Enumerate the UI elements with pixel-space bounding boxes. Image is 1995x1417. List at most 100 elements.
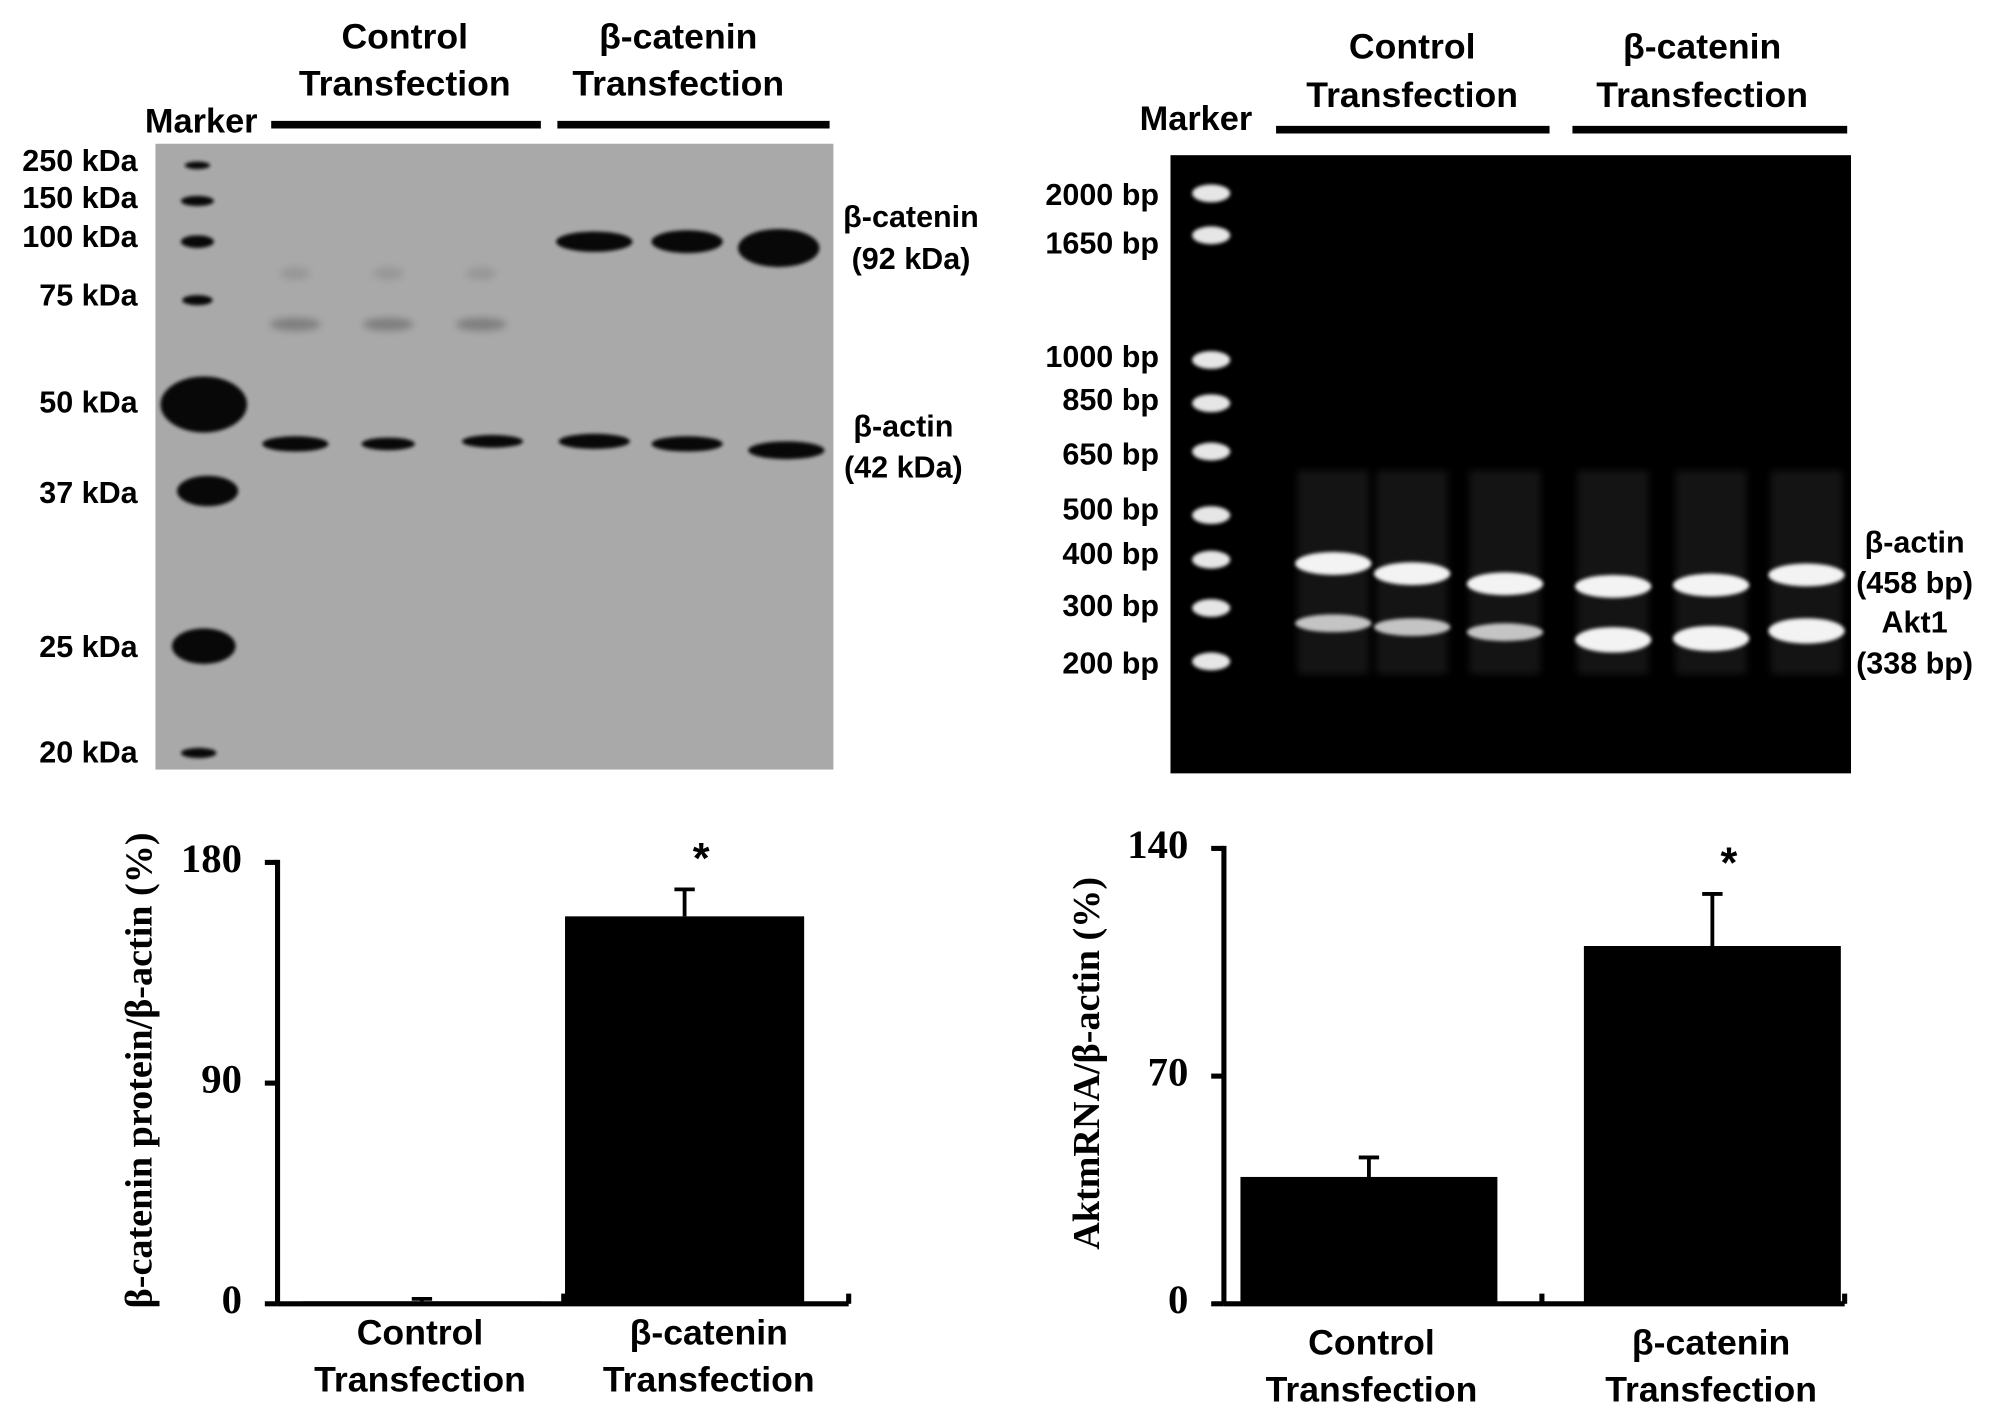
y-axis-label: β-catenin protein/β-actin (%) [118, 832, 160, 1308]
band [1374, 562, 1451, 586]
band [558, 433, 630, 450]
gel-image [1170, 155, 1852, 774]
band [262, 436, 329, 452]
y-tick-label: 0 [1168, 1277, 1188, 1322]
band [461, 435, 524, 448]
band [1466, 572, 1544, 596]
size-label: 1650 bp [1045, 227, 1159, 261]
band [1574, 574, 1652, 598]
band [180, 235, 214, 249]
bar [1240, 1176, 1498, 1304]
band [180, 195, 214, 207]
band [455, 317, 507, 331]
size-label: 75 kDa [39, 279, 138, 313]
band [1768, 618, 1845, 644]
x-tick-label: β-catenin Transfection [602, 1312, 815, 1400]
x-tick-label-box: Control Transfection [1265, 1322, 1478, 1410]
band [184, 161, 211, 170]
band [171, 628, 236, 664]
band [465, 267, 497, 280]
bar [1583, 945, 1841, 1304]
group-label: Control Transfection [1306, 26, 1519, 115]
band [651, 436, 723, 452]
band [177, 475, 239, 507]
band [269, 317, 321, 331]
y-axis-label: AktmRNA/β-actin (%) [1066, 877, 1108, 1250]
band [1768, 563, 1845, 587]
band [1192, 652, 1231, 671]
significance-mark: * [1720, 839, 1737, 887]
size-label: 850 bp [1062, 383, 1159, 417]
band-label: (458 bp) [1856, 566, 1973, 600]
band [1192, 599, 1231, 617]
x-tick-label-box: β-catenin Transfection [1605, 1322, 1817, 1410]
x-tick-label: Control Transfection [314, 1312, 526, 1400]
band [1192, 506, 1231, 525]
size-label: 1000 bp [1045, 340, 1159, 374]
size-label: 100 kDa [22, 220, 138, 254]
band-label: (92 kDa) [852, 242, 971, 276]
size-label: 250 kDa [22, 144, 138, 178]
band [1466, 623, 1544, 642]
band-label: (42 kDa) [844, 450, 963, 484]
marker-label: Marker [145, 102, 258, 140]
band [556, 231, 633, 252]
band-label: β-actin [853, 410, 953, 444]
band-label: (338 bp) [1856, 646, 1973, 680]
x-tick-label: Control Transfection [1265, 1322, 1478, 1410]
band [372, 267, 404, 280]
band [1374, 618, 1451, 636]
size-label: 25 kDa [39, 630, 138, 664]
band [748, 441, 825, 460]
group-label-box: Control Transfection [1306, 26, 1519, 115]
band [160, 376, 248, 433]
x-tick-label-box: β-catenin Transfection [602, 1312, 815, 1400]
error-bar [1702, 892, 1723, 946]
error-bar [674, 887, 695, 917]
band [1295, 614, 1372, 633]
band [1672, 625, 1750, 652]
band [362, 317, 414, 331]
marker-label: Marker [1140, 100, 1253, 138]
band [180, 747, 217, 759]
band-label: β-actin [1865, 525, 1965, 559]
group-label: Control Transfection [298, 16, 511, 104]
band [1192, 226, 1231, 245]
band-label: Akt1 [1882, 606, 1948, 640]
band [1192, 442, 1231, 461]
y-tick-label: 180 [181, 836, 242, 881]
band [1192, 184, 1231, 203]
group-label-box: β-catenin Transfection [1596, 26, 1809, 115]
x-tick-label: β-catenin Transfection [1605, 1322, 1817, 1410]
error-bar [411, 1296, 433, 1302]
group-label-box: Control Transfection [298, 16, 511, 104]
band [651, 230, 723, 254]
x-tick-label-box: Control Transfection [314, 1312, 526, 1400]
smear [1469, 470, 1541, 675]
band [361, 437, 415, 451]
size-label: 2000 bp [1045, 178, 1159, 212]
y-tick-label: 140 [1127, 822, 1188, 867]
size-label: 20 kDa [39, 735, 138, 769]
size-label: 150 kDa [22, 181, 138, 215]
band [1295, 552, 1372, 575]
group-label-box: β-catenin Transfection [572, 17, 784, 103]
size-label: 200 bp [1062, 646, 1159, 680]
band [1192, 550, 1231, 569]
group-label: β-catenin Transfection [1596, 26, 1809, 115]
band [738, 228, 820, 268]
size-label: 650 bp [1062, 438, 1159, 472]
band [1672, 573, 1750, 597]
y-tick-label: 90 [201, 1056, 242, 1101]
band [1192, 394, 1231, 413]
y-tick-label: 0 [222, 1277, 242, 1322]
band [1574, 627, 1652, 653]
bar [565, 916, 805, 1304]
band [1192, 351, 1231, 369]
significance-mark: * [693, 835, 710, 883]
band [280, 267, 311, 280]
band-label: β-catenin [843, 200, 979, 234]
western-blot-membrane [155, 143, 834, 770]
